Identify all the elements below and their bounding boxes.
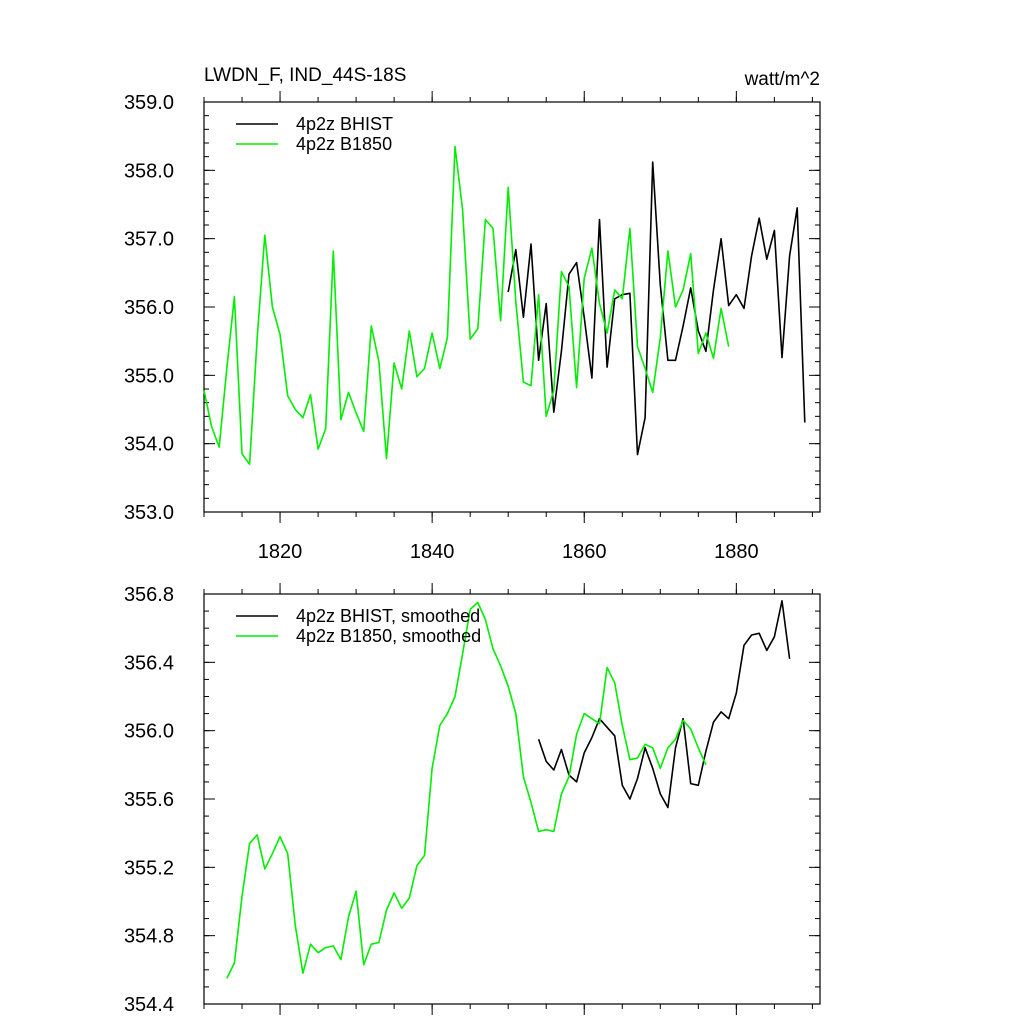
y-tick-label: 356.0	[124, 297, 174, 319]
y-tick-label: 354.0	[124, 434, 174, 456]
y-tick-label: 358.0	[124, 160, 174, 182]
y-tick-label: 356.0	[124, 721, 174, 743]
x-tick-label: 1820	[258, 541, 303, 563]
legend-label: 4p2z BHIST, smoothed	[296, 606, 480, 626]
y-tick-label: 355.0	[124, 365, 174, 387]
chart-title: LWDN_F, IND_44S-18S	[204, 65, 406, 86]
legend-label: 4p2z B1850, smoothed	[296, 626, 481, 646]
x-tick-label: 1860	[562, 541, 607, 563]
units-label: watt/m^2	[744, 69, 820, 90]
panel-2: 354.4 354.8 355.2 355.6 356.0 356.4 356.8 4p2z …	[124, 583, 821, 1016]
plot-frame	[203, 101, 821, 513]
y-tick-label: 355.6	[124, 789, 174, 811]
series-line-b1850	[226, 601, 707, 979]
x-tick-label: 1880	[714, 541, 759, 563]
y-tick-label: 359.0	[124, 92, 174, 114]
y-tick-label: 354.4	[124, 994, 174, 1016]
panel-1: 353.0 354.0 355.0 356.0 357.0 358.0 359.0 1820 1…	[124, 65, 821, 563]
series-line-bhist	[507, 161, 806, 456]
y-tick-label: 353.0	[124, 502, 174, 524]
series-line-b1850	[203, 145, 730, 466]
legend-label: 4p2z B1850	[296, 134, 392, 154]
series-line-bhist	[537, 599, 791, 809]
x-tick-label: 1840	[410, 541, 455, 563]
y-tick-label: 357.0	[124, 229, 174, 251]
y-tick-label: 354.8	[124, 926, 174, 948]
legend-label: 4p2z BHIST	[296, 114, 393, 134]
y-tick-label: 355.2	[124, 857, 174, 879]
plot-frame	[203, 593, 821, 1005]
y-tick-label: 356.8	[124, 584, 174, 606]
y-tick-label: 356.4	[124, 652, 174, 674]
